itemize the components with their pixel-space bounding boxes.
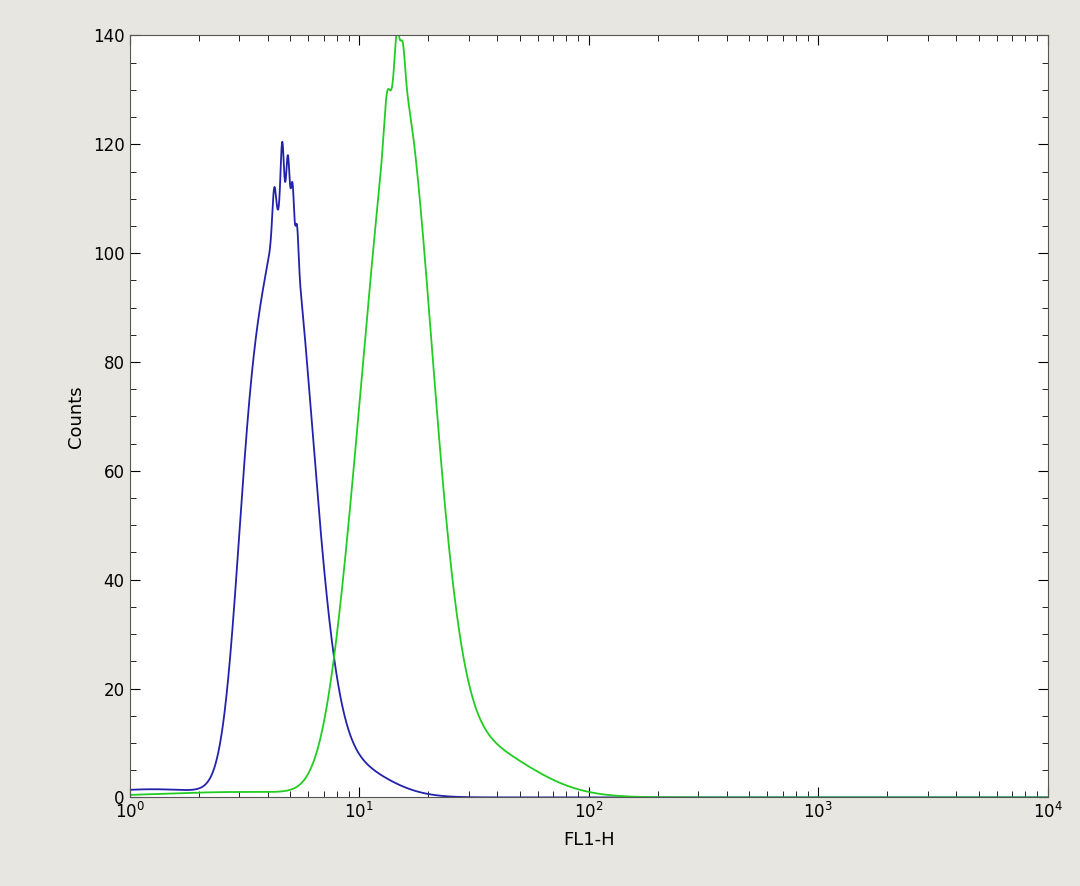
- Y-axis label: Counts: Counts: [67, 385, 84, 447]
- X-axis label: FL1-H: FL1-H: [563, 831, 615, 849]
